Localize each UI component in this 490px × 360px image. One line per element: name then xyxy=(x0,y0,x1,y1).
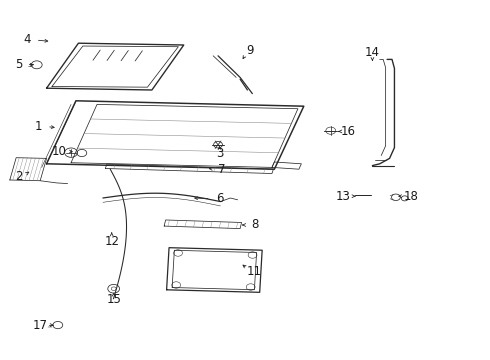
Text: 16: 16 xyxy=(341,125,355,138)
Text: 11: 11 xyxy=(246,265,261,278)
Text: 7: 7 xyxy=(218,163,225,176)
Text: 4: 4 xyxy=(23,33,31,46)
Text: 10: 10 xyxy=(51,145,66,158)
Text: 13: 13 xyxy=(336,190,350,203)
Text: 18: 18 xyxy=(404,190,419,203)
Text: 8: 8 xyxy=(251,219,259,231)
Text: 1: 1 xyxy=(34,120,42,132)
Text: 2: 2 xyxy=(15,170,23,183)
Text: 17: 17 xyxy=(33,319,48,332)
Text: 5: 5 xyxy=(15,58,23,71)
Text: 15: 15 xyxy=(106,293,121,306)
Text: 14: 14 xyxy=(365,46,380,59)
Text: 9: 9 xyxy=(246,44,254,57)
Text: 6: 6 xyxy=(216,192,223,205)
Text: 12: 12 xyxy=(104,235,119,248)
Text: 3: 3 xyxy=(216,147,223,159)
